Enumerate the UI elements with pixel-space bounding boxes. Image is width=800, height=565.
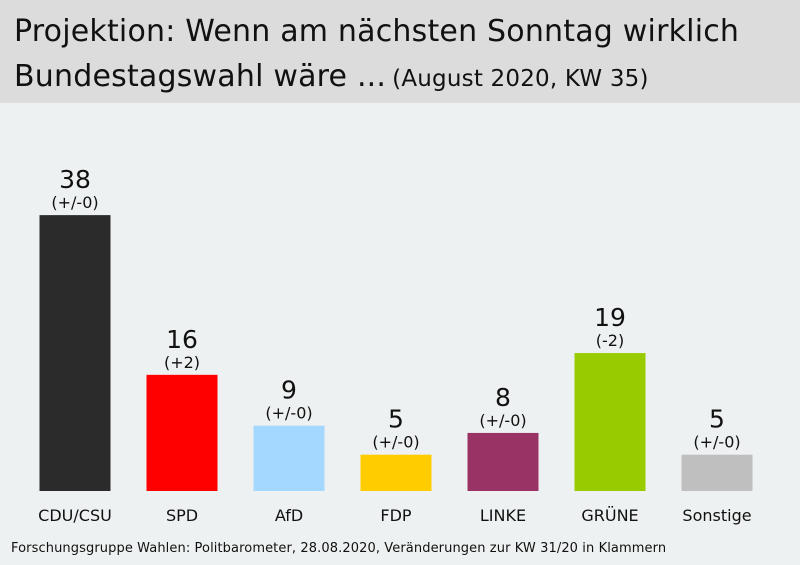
change-label-spd: (+2): [164, 353, 200, 372]
change-label-cdu-csu: (+/-0): [51, 193, 98, 212]
change-label-fdp: (+/-0): [372, 433, 419, 452]
bar-sonstige: [681, 454, 753, 491]
category-label-linke: LINKE: [480, 506, 526, 525]
bar-spd: [146, 374, 218, 491]
value-label-spd: 16: [166, 325, 198, 354]
chart-title-text: Bundestagswahl wäre ...: [14, 59, 387, 94]
chart-title-line1: Projektion: Wenn am nächsten Sonntag wir…: [14, 14, 740, 49]
chart-title-line2: Bundestagswahl wäre ... (August 2020, KW …: [14, 59, 649, 94]
change-label-sonstige: (+/-0): [693, 433, 740, 452]
category-label-afd: AfD: [275, 506, 303, 525]
value-label-afd: 9: [281, 376, 297, 405]
value-label-linke: 8: [495, 383, 511, 412]
chart-header: Projektion: Wenn am nächsten Sonntag wir…: [0, 0, 800, 103]
value-label-cdu-csu: 38: [59, 165, 91, 194]
chart-subtitle: (August 2020, KW 35): [392, 66, 649, 92]
category-label-spd: SPD: [166, 506, 198, 525]
value-label-fdp: 5: [388, 405, 404, 434]
category-label-fdp: FDP: [380, 506, 412, 525]
category-label-cdu-csu: CDU/CSU: [38, 506, 112, 525]
bar-linke: [467, 432, 539, 491]
category-label-sonstige: Sonstige: [682, 506, 751, 525]
bar-gruene: [574, 353, 646, 491]
category-label-gruene: GRÜNE: [581, 506, 638, 525]
change-label-gruene: (-2): [596, 331, 624, 350]
change-label-linke: (+/-0): [479, 411, 526, 430]
change-label-afd: (+/-0): [265, 404, 312, 423]
bar-afd: [253, 425, 325, 491]
source-note: Forschungsgruppe Wahlen: Politbarometer,…: [11, 541, 667, 556]
bar-cdu-csu: [39, 215, 111, 491]
value-label-gruene: 19: [594, 303, 626, 332]
value-label-sonstige: 5: [709, 405, 725, 434]
bar-fdp: [360, 454, 432, 491]
